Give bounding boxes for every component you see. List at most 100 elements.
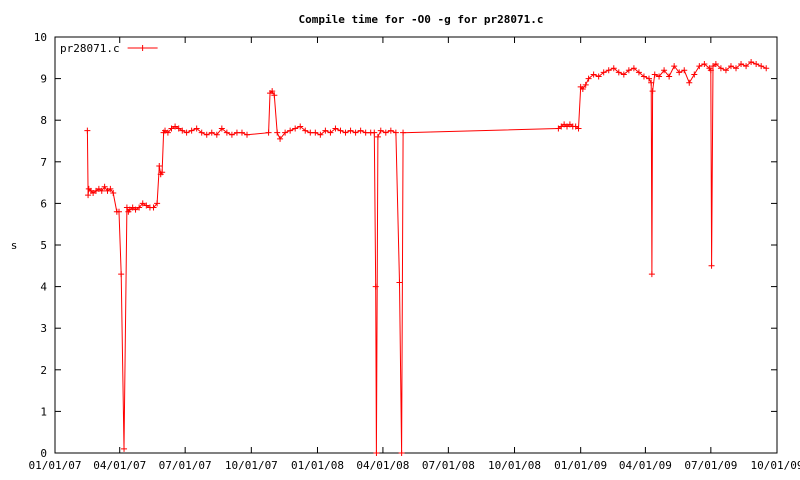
data-point — [579, 86, 586, 92]
data-point — [733, 65, 740, 72]
data-point — [722, 67, 729, 74]
data-point — [101, 183, 108, 190]
data-point — [396, 279, 403, 286]
series-layer — [84, 58, 770, 456]
x-tick-label: 10/01/09 — [751, 459, 800, 472]
data-point — [116, 208, 123, 215]
data-point — [671, 63, 678, 70]
data-point — [317, 131, 324, 138]
y-tick-label: 1 — [40, 405, 47, 418]
y-tick-label: 0 — [40, 447, 47, 460]
data-point — [85, 192, 92, 199]
x-tick-label: 07/01/08 — [422, 459, 475, 472]
y-tick-label: 3 — [40, 322, 47, 335]
x-tick-label: 01/01/09 — [554, 459, 607, 472]
data-point — [400, 129, 407, 136]
data-point — [371, 129, 378, 136]
data-point — [640, 73, 647, 80]
data-point — [302, 127, 309, 134]
data-point — [203, 131, 210, 138]
data-point — [635, 69, 642, 76]
data-point — [651, 71, 658, 78]
data-point — [213, 131, 220, 138]
data-point — [139, 200, 146, 207]
data-point — [590, 71, 597, 78]
data-point — [218, 125, 225, 132]
data-point — [696, 63, 703, 70]
data-point — [238, 129, 245, 136]
data-point — [648, 79, 655, 86]
x-tick-label: 01/01/07 — [29, 459, 82, 472]
legend-marker — [139, 45, 146, 51]
data-point — [265, 129, 272, 136]
data-point — [712, 61, 719, 68]
data-point — [398, 450, 405, 456]
data-point — [648, 271, 655, 278]
data-point — [676, 69, 683, 76]
data-point — [154, 200, 161, 207]
data-point — [143, 202, 150, 209]
data-point — [183, 129, 190, 136]
data-point — [164, 129, 171, 136]
x-tick-label: 01/01/08 — [291, 459, 344, 472]
data-point — [307, 129, 314, 136]
data-point — [175, 125, 182, 132]
series-line — [86, 61, 767, 454]
data-point — [277, 135, 284, 142]
data-point — [686, 79, 693, 86]
data-point — [649, 88, 656, 95]
data-point — [392, 129, 399, 136]
data-point — [620, 71, 627, 78]
data-point — [362, 129, 369, 136]
x-tick-label: 04/01/09 — [619, 459, 672, 472]
data-point — [382, 129, 389, 136]
data-point — [287, 127, 294, 134]
data-point — [347, 127, 354, 134]
x-axis: 01/01/07 04/01/07 07/01/07 10/01/07 01/01/08… — [29, 37, 800, 472]
data-point — [727, 63, 734, 70]
data-point — [595, 73, 602, 80]
x-tick-label: 07/01/07 — [159, 459, 212, 472]
data-point — [630, 65, 637, 72]
data-point — [605, 67, 612, 74]
data-point — [377, 127, 384, 134]
data-point — [84, 127, 91, 134]
y-tick-label: 4 — [40, 281, 47, 294]
data-point — [374, 133, 381, 140]
data-point — [188, 127, 195, 134]
data-point — [274, 129, 281, 136]
data-point — [656, 73, 663, 80]
y-axis: 0 1 2 3 4 5 6 7 8 9 10 — [34, 31, 777, 460]
data-point — [585, 75, 592, 82]
data-point — [738, 61, 745, 68]
chart-title: Compile time for -O0 -g for pr28071.c — [298, 13, 543, 26]
data-point — [172, 123, 179, 130]
data-point — [717, 65, 724, 72]
data-point — [223, 129, 230, 136]
x-tick-label: 10/01/08 — [488, 459, 541, 472]
data-point — [337, 127, 344, 134]
data-point — [681, 67, 688, 74]
data-point — [282, 129, 289, 136]
x-tick-label: 07/01/09 — [684, 459, 737, 472]
data-point — [168, 125, 175, 132]
plot-area — [54, 36, 778, 454]
data-point — [701, 61, 708, 68]
plot-border — [54, 36, 778, 454]
data-point — [233, 129, 240, 136]
y-tick-label: 2 — [40, 364, 47, 377]
data-point — [661, 67, 668, 74]
data-point — [107, 185, 114, 192]
data-point — [98, 187, 105, 194]
data-point — [575, 125, 582, 132]
data-point — [342, 129, 349, 136]
data-point — [150, 204, 157, 211]
legend-label: pr28071.c — [60, 42, 120, 55]
data-point — [743, 63, 750, 70]
data-point — [707, 67, 714, 74]
data-point — [159, 169, 166, 176]
data-point — [582, 81, 589, 88]
data-point — [625, 67, 632, 74]
data-point — [269, 88, 276, 95]
